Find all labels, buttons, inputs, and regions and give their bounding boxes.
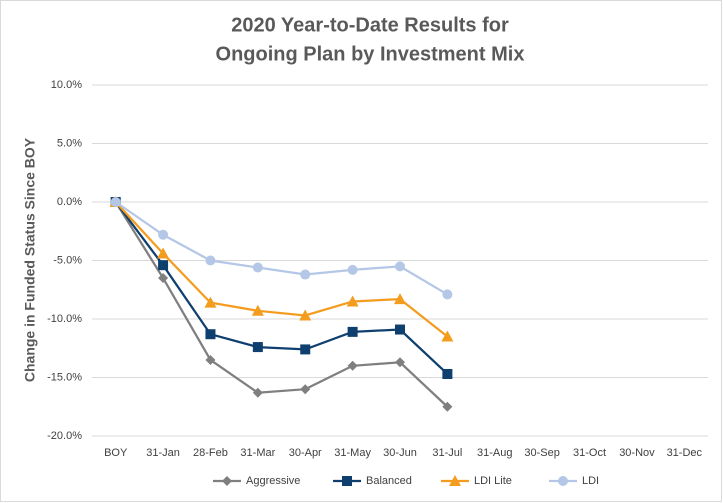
legend-marker: [558, 476, 568, 486]
data-point: [347, 326, 358, 337]
y-tick-label: 5.0%: [57, 137, 82, 149]
data-point: [110, 197, 121, 207]
x-tick-label: 31-Mar: [240, 447, 275, 459]
y-tick-label: 10.0%: [51, 79, 82, 91]
x-tick-label: 30-Sep: [524, 447, 559, 459]
data-point: [158, 273, 169, 284]
y-tick-label: -20.0%: [47, 430, 82, 442]
series-line: [114, 201, 449, 338]
data-point: [395, 324, 405, 335]
y-tick-label: -15.0%: [47, 371, 82, 383]
chart-title: 2020 Year-to-Date Results for: [231, 14, 509, 36]
x-tick-label: BOY: [104, 447, 128, 459]
x-tick-label: 31-Jul: [432, 447, 462, 459]
series-line: [114, 201, 449, 408]
data-point: [442, 289, 453, 300]
data-point: [252, 342, 263, 353]
data-point: [251, 304, 264, 316]
legend-marker: [222, 476, 232, 486]
y-tick-label: 0.0%: [57, 196, 82, 208]
data-point: [205, 329, 216, 340]
data-point: [157, 247, 170, 259]
x-tick-label: 31-Oct: [573, 447, 606, 459]
x-tick-label: 31-Jan: [146, 447, 180, 459]
data-point: [205, 255, 216, 266]
data-point: [442, 401, 453, 412]
x-tick-label: 30-Apr: [289, 447, 322, 459]
y-tick-label: -5.0%: [53, 254, 82, 266]
data-point: [205, 354, 216, 365]
data-point: [158, 260, 169, 271]
x-tick-label: 31-May: [334, 447, 371, 459]
x-tick-label: 28-Feb: [193, 447, 228, 459]
data-point: [346, 295, 359, 307]
series-line: [114, 201, 449, 375]
y-tick-label: -10.0%: [47, 313, 82, 325]
chart-title: Ongoing Plan by Investment Mix: [216, 43, 525, 65]
data-point: [441, 330, 454, 342]
legend-label: Balanced: [366, 475, 412, 487]
data-point: [252, 262, 263, 273]
x-tick-label: 30-Jun: [383, 447, 417, 459]
legend-label: LDI Lite: [474, 475, 512, 487]
legend-marker: [449, 475, 461, 486]
series-line: [115, 201, 448, 296]
x-tick-label: 31-Dec: [667, 447, 703, 459]
data-point: [158, 229, 169, 240]
legend-label: Aggressive: [246, 475, 300, 487]
data-point: [252, 387, 263, 398]
data-point: [395, 261, 405, 272]
y-axis-label: Change in Funded Status Since BOY: [22, 137, 38, 382]
legend-marker: [342, 476, 352, 486]
x-tick-label: 30-Nov: [619, 447, 655, 459]
data-point: [300, 384, 311, 395]
data-point: [442, 368, 453, 379]
data-point: [394, 293, 406, 305]
data-point: [347, 360, 358, 371]
data-point: [300, 344, 311, 355]
x-tick-label: 31-Aug: [477, 447, 512, 459]
data-point: [347, 264, 358, 275]
data-point: [300, 269, 311, 280]
data-point: [395, 357, 405, 368]
data-point: [299, 309, 312, 321]
data-point: [204, 296, 217, 308]
legend-label: LDI: [582, 475, 599, 487]
